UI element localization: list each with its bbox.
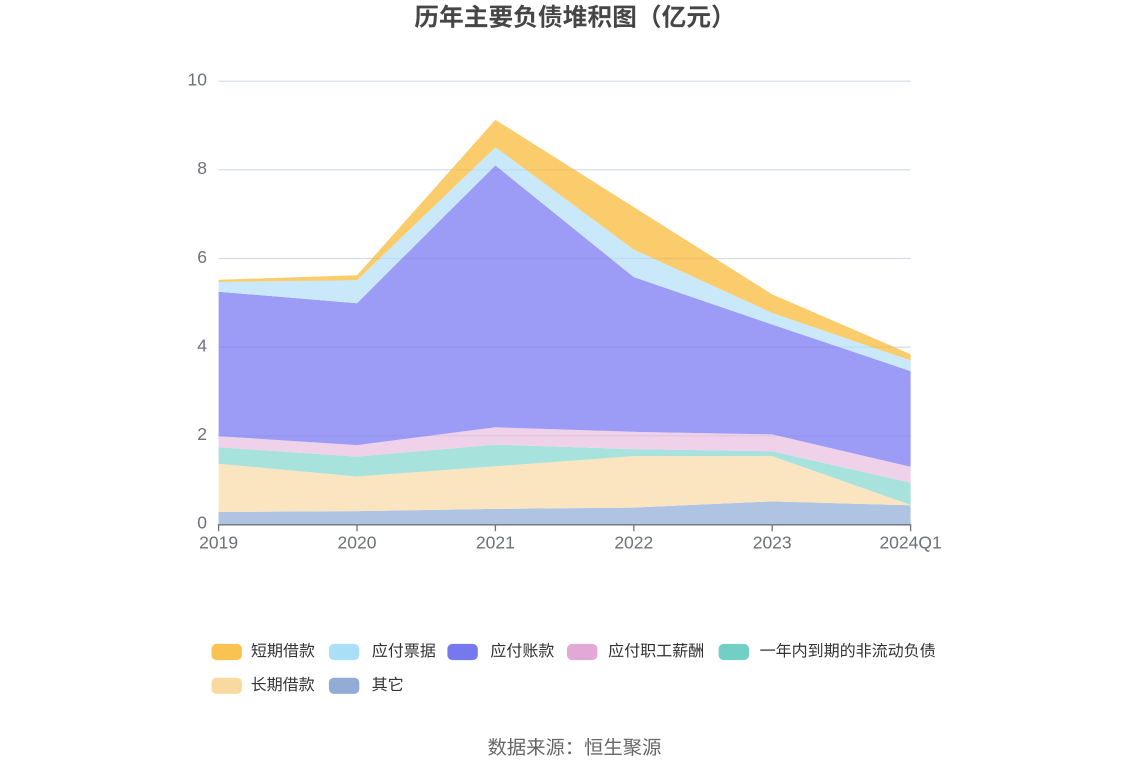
svg-text:2023: 2023 — [753, 533, 792, 553]
svg-text:2: 2 — [197, 424, 207, 444]
svg-text:2022: 2022 — [614, 533, 653, 553]
svg-text:8: 8 — [197, 158, 207, 178]
svg-text:2021: 2021 — [476, 533, 515, 553]
svg-text:6: 6 — [197, 247, 207, 267]
svg-text:4: 4 — [197, 335, 207, 355]
svg-text:2024Q1: 2024Q1 — [879, 533, 941, 553]
svg-text:0: 0 — [197, 513, 207, 533]
svg-text:2019: 2019 — [199, 533, 238, 553]
svg-text:2020: 2020 — [338, 533, 377, 553]
svg-text:10: 10 — [188, 70, 208, 90]
